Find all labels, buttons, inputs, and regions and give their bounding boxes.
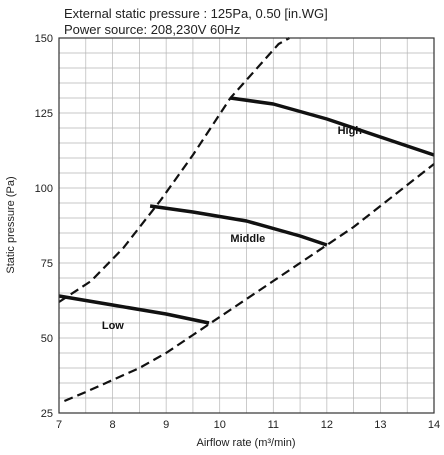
curve-label-low: Low: [102, 320, 124, 332]
x-axis-label: Airflow rate (m³/min): [196, 437, 295, 449]
series-line-low: [58, 294, 210, 325]
plot-frame: [58, 37, 435, 414]
x-tick-label: 13: [374, 419, 386, 431]
x-tick-label: 12: [321, 419, 333, 431]
x-tick-label: 10: [214, 419, 226, 431]
y-tick-label: 50: [41, 333, 53, 345]
dashed-limit-line: [58, 37, 290, 303]
tick-labels: 7 8 9 10 11 12 13 14 25 50 75 100 125 150: [35, 33, 440, 431]
y-tick-label: 75: [41, 258, 53, 270]
x-tick-label: 8: [110, 419, 116, 431]
y-tick-label: 150: [35, 33, 53, 45]
curves: High Middle Low: [58, 37, 435, 403]
x-tick-label: 11: [268, 419, 279, 431]
chart-header-line2: Power source: 208,230V 60Hz: [64, 22, 240, 37]
series-line-high: [230, 96, 435, 157]
dashed-limit-line: [63, 163, 435, 403]
y-tick-label: 100: [35, 183, 53, 195]
x-tick-label: 7: [56, 419, 62, 431]
curve-label-middle: Middle: [230, 233, 265, 245]
y-tick-label: 125: [35, 108, 53, 120]
curve-label-high: High: [338, 125, 363, 137]
series-line-middle: [149, 204, 328, 247]
chart-header-line1: External static pressure : 125Pa, 0.50 […: [64, 6, 328, 21]
x-tick-label: 9: [163, 419, 169, 431]
x-tick-label: 14: [428, 419, 440, 431]
y-axis-label: Static pressure (Pa): [5, 176, 17, 273]
grid: [58, 37, 435, 414]
y-tick-label: 25: [41, 408, 53, 420]
